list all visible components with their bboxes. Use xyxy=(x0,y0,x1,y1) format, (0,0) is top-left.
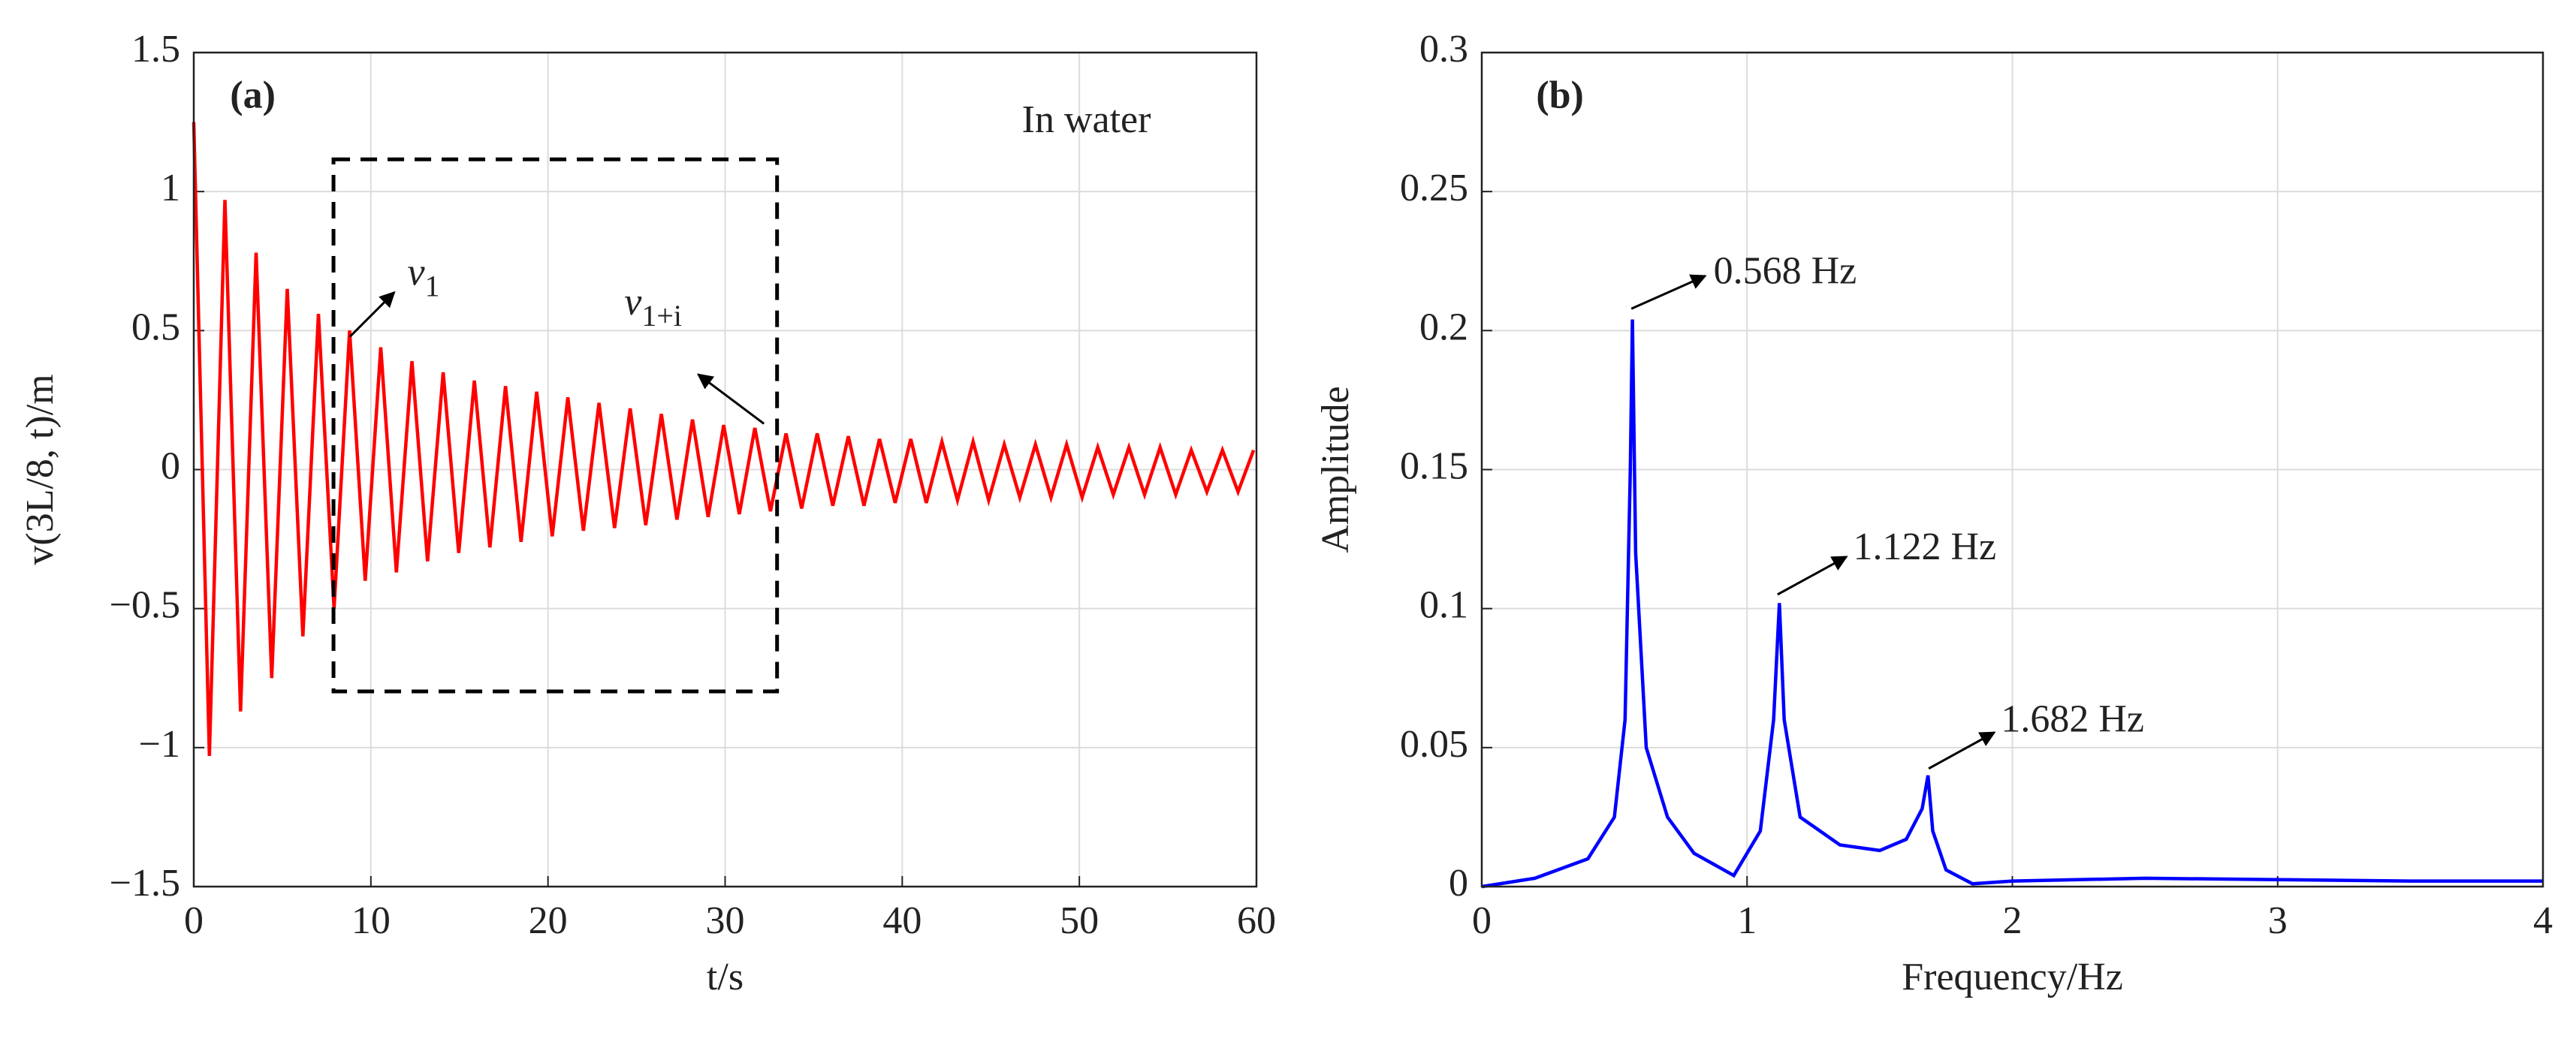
x-tick-label: 4 xyxy=(2533,899,2553,942)
data-line xyxy=(1481,319,2543,889)
annotation: In water xyxy=(1022,98,1151,141)
annotation: (a) xyxy=(230,74,276,116)
y-tick-label: 1 xyxy=(161,167,180,209)
annotation-arrow xyxy=(1630,274,1707,310)
y-tick-label: 0.1 xyxy=(1419,584,1468,627)
annotation: v1 xyxy=(408,251,440,303)
annotation-subscript: 1+i xyxy=(641,299,682,333)
x-tick-label: 50 xyxy=(1060,899,1099,942)
annotation-text: In water xyxy=(1022,98,1151,141)
x-tick-label: 20 xyxy=(529,899,568,942)
x-tick-label: 0 xyxy=(184,899,204,942)
y-tick-label: −0.5 xyxy=(110,584,180,627)
y-tick-label: 0 xyxy=(161,444,180,487)
annotation-arrow xyxy=(1777,556,1848,596)
annotation-text: v xyxy=(624,281,642,324)
annotation-text: v xyxy=(408,251,426,294)
annotation-text: (b) xyxy=(1536,74,1584,116)
data-line xyxy=(192,122,1256,756)
zoom-box xyxy=(331,157,780,694)
x-tick-label: 2 xyxy=(2003,899,2022,942)
x-axis-label: t/s xyxy=(707,956,744,998)
x-tick-label: 10 xyxy=(351,899,391,942)
y-tick-label: 0.2 xyxy=(1419,306,1468,348)
y-tick-label: 0.15 xyxy=(1400,444,1468,487)
annotation: 1.122 Hz xyxy=(1854,526,1997,568)
y-tick-label: 0.05 xyxy=(1400,723,1468,766)
y-axis-label: Amplitude xyxy=(1314,386,1357,553)
y-tick-label: 0.3 xyxy=(1419,28,1468,71)
annotation-text: 1.122 Hz xyxy=(1854,526,1997,568)
x-axis-label: Frequency/Hz xyxy=(1902,956,2123,998)
plot-frame xyxy=(1480,51,2544,888)
annotation-text: 0.568 Hz xyxy=(1714,249,1857,292)
annotation: 0.568 Hz xyxy=(1714,249,1857,292)
annotation-text: 1.682 Hz xyxy=(2001,697,2144,740)
y-tick-label: −1 xyxy=(139,723,180,766)
annotation: (b) xyxy=(1536,74,1584,116)
x-tick-label: 1 xyxy=(1737,899,1757,942)
y-tick-label: 1.5 xyxy=(131,28,180,71)
x-tick-label: 30 xyxy=(706,899,745,942)
x-tick-label: 3 xyxy=(2268,899,2288,942)
y-axis-label: v(3L/8, t)/m xyxy=(19,374,62,565)
annotation: 1.682 Hz xyxy=(2001,697,2144,740)
y-tick-label: 0.25 xyxy=(1400,167,1468,209)
x-tick-label: 60 xyxy=(1237,899,1276,942)
annotation: v1+i xyxy=(624,281,682,333)
annotation-arrow xyxy=(348,291,396,338)
x-tick-label: 0 xyxy=(1472,899,1492,942)
plot-frame xyxy=(192,51,1258,888)
y-tick-label: 0 xyxy=(1449,862,1468,905)
y-tick-label: 0.5 xyxy=(131,306,180,348)
annotation-text: (a) xyxy=(230,74,276,116)
annotation-subscript: 1 xyxy=(425,270,440,303)
x-tick-label: 40 xyxy=(882,899,922,942)
y-tick-label: −1.5 xyxy=(110,862,180,905)
annotation-arrow xyxy=(697,373,765,425)
annotation-arrow xyxy=(1928,731,1996,770)
